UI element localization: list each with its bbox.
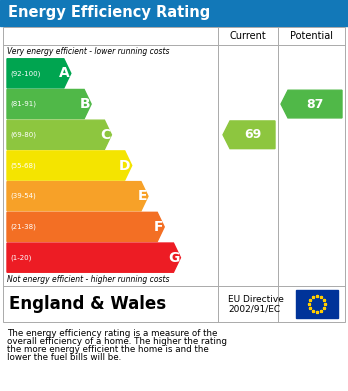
Text: 2002/91/EC: 2002/91/EC bbox=[228, 305, 280, 314]
Text: (55-68): (55-68) bbox=[10, 162, 36, 169]
Polygon shape bbox=[7, 151, 132, 180]
Text: Very energy efficient - lower running costs: Very energy efficient - lower running co… bbox=[7, 47, 169, 56]
Text: 69: 69 bbox=[244, 128, 261, 141]
Text: (81-91): (81-91) bbox=[10, 101, 36, 107]
Polygon shape bbox=[7, 90, 91, 119]
Text: G: G bbox=[168, 251, 180, 265]
Text: EU Directive: EU Directive bbox=[228, 294, 284, 303]
Text: E: E bbox=[137, 189, 147, 203]
Text: The energy efficiency rating is a measure of the: The energy efficiency rating is a measur… bbox=[7, 329, 218, 338]
Polygon shape bbox=[7, 243, 181, 272]
Bar bbox=[296, 290, 338, 318]
Text: lower the fuel bills will be.: lower the fuel bills will be. bbox=[7, 353, 121, 362]
Polygon shape bbox=[7, 181, 148, 211]
Polygon shape bbox=[281, 90, 342, 118]
Text: D: D bbox=[119, 158, 131, 172]
Text: (39-54): (39-54) bbox=[10, 193, 36, 199]
Bar bbox=[3, 27, 345, 322]
Text: A: A bbox=[59, 66, 70, 81]
Text: 87: 87 bbox=[306, 98, 324, 111]
Text: Current: Current bbox=[230, 31, 266, 41]
Text: overall efficiency of a home. The higher the rating: overall efficiency of a home. The higher… bbox=[7, 337, 227, 346]
Text: (21-38): (21-38) bbox=[10, 224, 36, 230]
Polygon shape bbox=[7, 59, 71, 88]
Text: England & Wales: England & Wales bbox=[9, 295, 166, 313]
Text: Not energy efficient - higher running costs: Not energy efficient - higher running co… bbox=[7, 275, 169, 284]
Polygon shape bbox=[7, 120, 111, 149]
Text: (69-80): (69-80) bbox=[10, 131, 36, 138]
Text: B: B bbox=[79, 97, 90, 111]
Text: Potential: Potential bbox=[290, 31, 333, 41]
Text: F: F bbox=[154, 220, 163, 234]
Polygon shape bbox=[7, 212, 164, 242]
Polygon shape bbox=[223, 121, 275, 149]
Text: C: C bbox=[100, 128, 110, 142]
Text: Energy Efficiency Rating: Energy Efficiency Rating bbox=[8, 5, 210, 20]
Text: the more energy efficient the home is and the: the more energy efficient the home is an… bbox=[7, 345, 209, 354]
Text: (92-100): (92-100) bbox=[10, 70, 40, 77]
Bar bbox=[0, 0, 348, 26]
Text: (1-20): (1-20) bbox=[10, 255, 31, 261]
